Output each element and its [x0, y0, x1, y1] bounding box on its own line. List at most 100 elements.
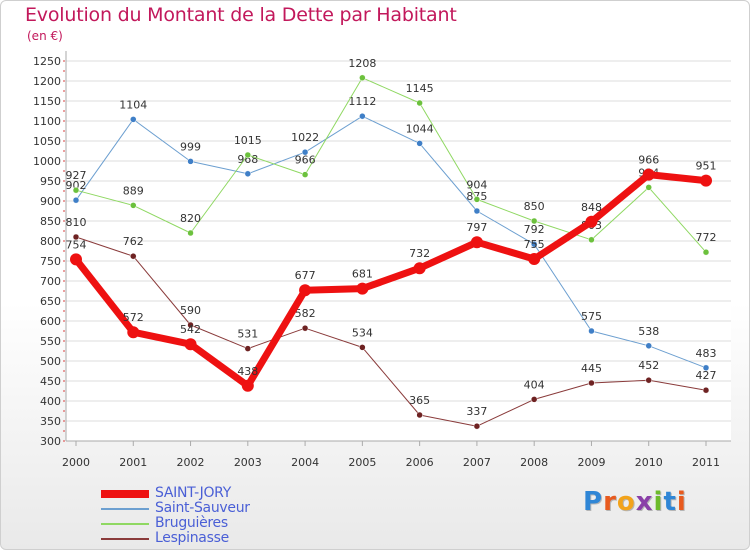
data-point-lespinasse [359, 344, 366, 351]
data-point-saint-jory [184, 338, 197, 351]
x-tick-label: 2009 [577, 456, 605, 469]
x-tick-label: 2005 [348, 456, 376, 469]
data-point-brugui-res [702, 248, 710, 256]
data-label-saint-sauveur: 999 [180, 140, 201, 153]
y-tick-label: 1000 [33, 155, 61, 168]
x-tick-label: 2011 [692, 456, 720, 469]
y-tick-label: 550 [40, 335, 61, 348]
y-tick-label: 300 [40, 435, 61, 448]
series-line-lespinasse [75, 236, 707, 427]
data-label-lespinasse: 452 [638, 359, 659, 372]
legend-item-brugui-res: Bruguières [101, 516, 250, 531]
data-point-brugui-res [588, 236, 595, 244]
data-label-brugui-res: 850 [524, 200, 545, 213]
data-label-saint-jory: 951 [696, 160, 717, 173]
data-label-saint-jory: 754 [66, 238, 87, 251]
data-label-brugui-res: 820 [180, 212, 201, 225]
legend-swatch-saint-jory [101, 489, 149, 498]
y-tick-label: 800 [40, 235, 61, 248]
data-label-saint-sauveur: 538 [638, 325, 659, 338]
legend-item-lespinasse: Lespinasse [101, 531, 250, 546]
logo-letter: x [635, 487, 654, 517]
data-point-saint-sauveur [645, 342, 652, 350]
legend-swatch-lespinasse [101, 537, 149, 540]
data-label-brugui-res: 927 [66, 169, 87, 182]
logo-letter: r [603, 487, 617, 517]
logo-letter: o [616, 487, 636, 517]
data-point-lespinasse [588, 379, 595, 387]
y-tick-label: 650 [40, 295, 61, 308]
data-point-brugui-res [416, 99, 423, 107]
x-tick-label: 2006 [406, 456, 434, 469]
data-label-saint-jory: 438 [237, 365, 258, 378]
data-label-brugui-res: 1015 [234, 134, 262, 147]
data-label-saint-sauveur: 792 [524, 223, 545, 236]
y-tick-label: 900 [40, 195, 61, 208]
data-label-brugui-res: 966 [295, 154, 316, 167]
legend-swatch-brugui-res [101, 522, 149, 525]
data-label-saint-jory: 681 [352, 268, 373, 281]
data-label-lespinasse: 365 [409, 394, 430, 407]
y-tick-label: 750 [40, 255, 61, 268]
legend-label-brugui-res: Bruguières [155, 515, 228, 531]
series-line-saint-sauveur [75, 115, 707, 369]
legend-label-saint-sauveur: Saint-Sauveur [155, 500, 250, 516]
x-tick-label: 2000 [62, 456, 90, 469]
legend-item-saint-sauveur: Saint-Sauveur [101, 501, 250, 516]
data-point-saint-jory [642, 168, 655, 181]
data-label-saint-sauveur: 1112 [348, 95, 376, 108]
data-point-brugui-res [473, 196, 481, 203]
data-point-lespinasse [301, 324, 309, 332]
x-tick-label: 2008 [520, 456, 548, 469]
data-point-lespinasse [645, 376, 652, 384]
data-label-brugui-res: 904 [466, 178, 487, 191]
data-label-saint-jory: 797 [466, 221, 487, 234]
data-label-saint-sauveur: 1104 [119, 98, 147, 111]
data-label-lespinasse: 534 [352, 326, 373, 339]
data-label-lespinasse: 582 [295, 307, 316, 320]
data-label-saint-sauveur: 483 [696, 347, 717, 360]
y-tick-label: 600 [40, 315, 61, 328]
data-point-saint-sauveur [244, 170, 252, 178]
data-label-saint-jory: 755 [524, 238, 545, 251]
data-point-saint-jory [70, 253, 82, 266]
legend-label-saint-jory: SAINT-JORY [155, 485, 231, 501]
data-point-brugui-res [244, 151, 252, 159]
data-point-brugui-res [359, 74, 366, 82]
data-point-saint-jory [470, 236, 483, 249]
data-label-saint-sauveur: 1022 [291, 131, 319, 144]
data-point-lespinasse [187, 321, 194, 329]
data-label-lespinasse: 427 [696, 369, 717, 382]
data-label-saint-jory: 677 [295, 269, 316, 282]
data-point-brugui-res [187, 229, 194, 237]
data-label-saint-jory: 542 [180, 323, 201, 336]
x-tick-label: 2003 [234, 456, 262, 469]
data-point-saint-jory [127, 326, 140, 339]
data-point-saint-sauveur [530, 240, 538, 248]
data-point-saint-sauveur [702, 364, 710, 372]
chart-legend: SAINT-JORY Saint-Sauveur Bruguières Lespina… [101, 486, 250, 546]
data-point-lespinasse [416, 411, 423, 419]
data-point-saint-sauveur [130, 116, 137, 123]
data-point-brugui-res [72, 186, 80, 194]
y-tick-label: 1250 [33, 55, 61, 68]
data-point-lespinasse [130, 252, 137, 260]
data-label-saint-sauveur: 902 [66, 179, 87, 192]
data-point-saint-sauveur [72, 196, 80, 204]
data-point-saint-jory [241, 379, 254, 392]
data-label-saint-jory: 966 [638, 154, 659, 167]
logo-letter: i [676, 487, 687, 517]
data-point-brugui-res [301, 171, 309, 178]
y-tick-label: 1100 [33, 115, 61, 128]
series-line-brugui-res [75, 77, 707, 253]
data-point-saint-jory [585, 215, 598, 228]
x-tick-label: 2007 [463, 456, 491, 469]
y-tick-label: 950 [40, 175, 61, 188]
logo-letter: i [653, 487, 664, 517]
data-point-lespinasse [72, 233, 80, 241]
data-label-saint-jory: 572 [123, 311, 144, 324]
data-point-saint-sauveur [187, 158, 194, 165]
data-label-brugui-res: 1145 [406, 82, 434, 95]
y-tick-label: 500 [40, 355, 61, 368]
